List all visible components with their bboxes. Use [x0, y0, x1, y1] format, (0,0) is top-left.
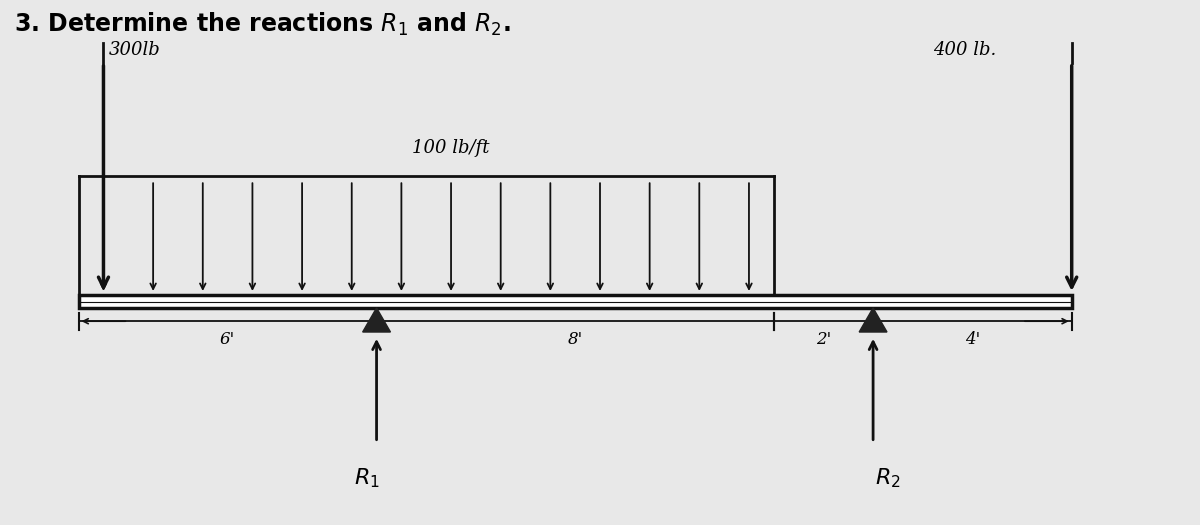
Polygon shape — [859, 308, 887, 332]
Text: 2': 2' — [816, 331, 832, 348]
Text: 300lb: 300lb — [108, 41, 160, 59]
Text: 3. Determine the reactions $R_1$ and $R_2$.: 3. Determine the reactions $R_1$ and $R_… — [14, 10, 511, 38]
Text: $R_2$: $R_2$ — [875, 466, 901, 490]
Bar — [79, 296, 1072, 308]
Polygon shape — [362, 308, 390, 332]
Text: $R_1$: $R_1$ — [354, 466, 379, 490]
Text: 6': 6' — [220, 331, 235, 348]
Text: 4': 4' — [965, 331, 980, 348]
Text: 8': 8' — [568, 331, 583, 348]
Text: 400 lb.: 400 lb. — [932, 41, 996, 59]
Text: 100 lb/ft: 100 lb/ft — [413, 139, 490, 157]
